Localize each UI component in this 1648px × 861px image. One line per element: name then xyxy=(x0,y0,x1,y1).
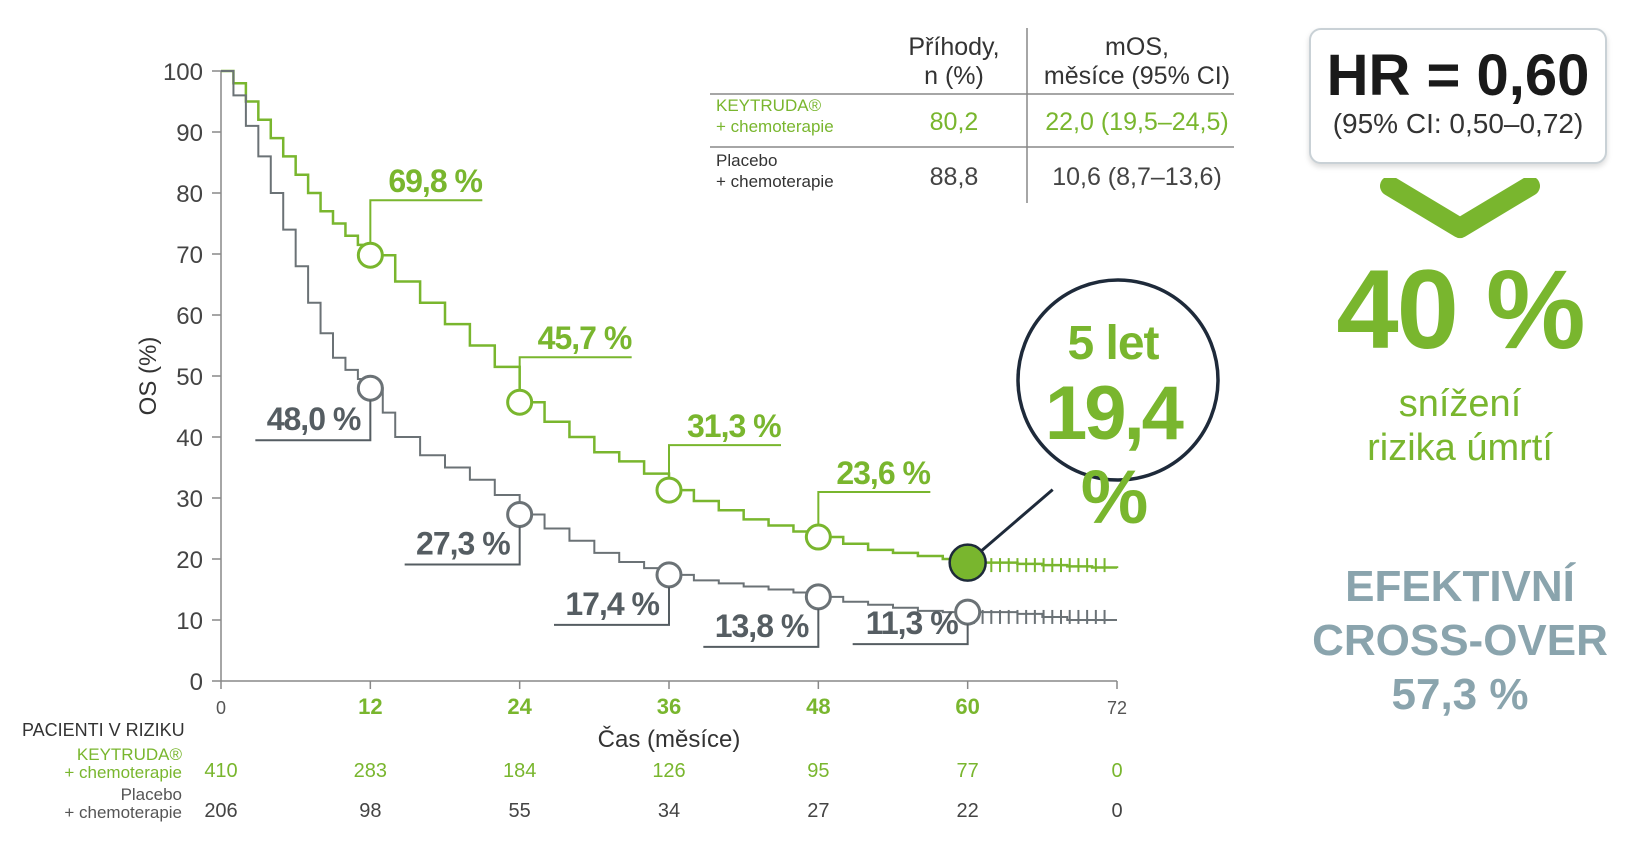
five-year-value: 19,4 % xyxy=(1045,371,1184,540)
events-row-name-2: + chemoterapie xyxy=(716,117,834,136)
risk-value: 95 xyxy=(807,760,829,782)
placebo-landmark-label: 11,3 % xyxy=(866,605,958,641)
risk-value: 126 xyxy=(652,760,685,782)
risk-value: 410 xyxy=(204,760,237,782)
placebo-landmark-marker xyxy=(954,598,982,626)
keytruda-landmark-label: 69,8 % xyxy=(388,163,482,199)
keytruda-landmark-label: 31,3 % xyxy=(687,408,781,444)
events-value: 88,8 xyxy=(930,163,979,191)
risk-reduction-value: 40 % xyxy=(1336,247,1585,372)
keytruda-landmark-marker xyxy=(655,476,683,504)
events-col-header-2: n (%) xyxy=(924,62,984,90)
hazard-ratio-value: HR = 0,60 xyxy=(1326,43,1590,108)
placebo-landmark-marker xyxy=(506,500,534,528)
placebo-landmark-leader xyxy=(703,608,820,648)
risk-reduction-label: snížení rizika úmrtí xyxy=(1300,382,1620,470)
risk-reduction-line2: rizika úmrtí xyxy=(1367,427,1553,469)
placebo-curve xyxy=(221,70,1117,621)
keytruda-landmark-leader xyxy=(817,491,931,526)
events-row-name: Placebo xyxy=(716,151,777,170)
five-year-circle xyxy=(1016,278,1220,482)
mos-col-header-2: měsíce (95% CI) xyxy=(1044,62,1230,90)
risk-value: 22 xyxy=(957,800,979,822)
y-tick-label: 0 xyxy=(190,669,203,696)
risk-value: 98 xyxy=(359,800,381,822)
placebo-landmark-leader xyxy=(554,586,670,626)
y-tick-label: 30 xyxy=(176,486,203,513)
placebo-landmark-marker xyxy=(655,561,683,589)
risk-value: 206 xyxy=(204,800,237,822)
y-tick-label: 90 xyxy=(176,120,203,147)
y-tick-label: 60 xyxy=(176,303,203,330)
risk-value: 0 xyxy=(1111,760,1122,782)
landmark-marker-filled xyxy=(948,543,987,582)
risk-row-name-2: + chemoterapie xyxy=(64,803,182,822)
risk-row-name: KEYTRUDA® xyxy=(77,745,183,764)
x-tick-label: 12 xyxy=(358,694,382,719)
y-tick-label: 80 xyxy=(176,181,203,208)
placebo-landmark-label: 48,0 % xyxy=(267,401,361,437)
crossover-line2: CROSS-OVER xyxy=(1312,616,1608,665)
hazard-ratio-ci: (95% CI: 0,50–0,72) xyxy=(1332,108,1584,139)
placebo-landmark-label: 13,8 % xyxy=(715,608,809,644)
x-tick-label: 36 xyxy=(657,694,681,719)
placebo-landmark-marker xyxy=(356,374,384,402)
y-tick-label: 70 xyxy=(176,242,203,269)
crossover-value: 57,3 % xyxy=(1391,670,1529,719)
keytruda-landmark-label: 23,6 % xyxy=(836,455,930,491)
x-tick-label: 48 xyxy=(806,694,830,719)
keytruda-landmark-label: 45,7 % xyxy=(538,320,632,356)
placebo-landmark-leader xyxy=(852,624,969,646)
risk-row-name-2: + chemoterapie xyxy=(64,763,182,782)
events-row-name: KEYTRUDA® xyxy=(716,96,822,115)
risk-value: 77 xyxy=(957,760,979,782)
risk-value: 283 xyxy=(354,760,387,782)
keytruda-landmark-marker xyxy=(356,241,384,269)
x-tick-label: 24 xyxy=(507,694,532,719)
risk-table-title: PACIENTI V RIZIKU xyxy=(22,720,185,740)
risk-value: 34 xyxy=(658,800,680,822)
x-tick-label: 60 xyxy=(955,694,979,719)
y-axis-label: OS (%) xyxy=(135,337,162,416)
events-col-header: Příhody, xyxy=(908,33,999,61)
keytruda-curve xyxy=(221,69,1119,569)
y-tick-label: 100 xyxy=(163,59,203,86)
y-tick-label: 20 xyxy=(176,547,203,574)
risk-reduction-line1: snížení xyxy=(1398,383,1522,425)
mos-col-header: mOS, xyxy=(1105,33,1169,61)
x-tick-label: 0 xyxy=(216,698,226,718)
keytruda-landmark-marker xyxy=(804,523,832,551)
events-value: 80,2 xyxy=(930,108,979,136)
five-year-label: 5 let xyxy=(1067,317,1159,370)
y-tick-label: 40 xyxy=(176,425,203,452)
keytruda-landmark-marker xyxy=(506,388,534,416)
placebo-landmark-leader xyxy=(404,526,521,566)
chevron-down-icon xyxy=(1380,178,1540,238)
risk-row-name: Placebo xyxy=(121,785,182,804)
risk-value: 184 xyxy=(503,760,536,782)
mos-value: 22,0 (19,5–24,5) xyxy=(1045,108,1228,136)
crossover-line1: EFEKTIVNÍ xyxy=(1345,562,1575,611)
placebo-landmark-leader xyxy=(255,400,372,442)
placebo-landmark-label: 17,4 % xyxy=(565,586,659,622)
y-tick-label: 10 xyxy=(176,608,203,635)
placebo-landmark-label: 27,3 % xyxy=(416,525,510,561)
risk-value: 27 xyxy=(807,800,829,822)
risk-value: 55 xyxy=(509,800,531,822)
events-row-name-2: + chemoterapie xyxy=(716,172,834,191)
x-tick-label: 72 xyxy=(1107,698,1127,718)
crossover-block: EFEKTIVNÍ CROSS-OVER 57,3 % xyxy=(1280,560,1640,722)
keytruda-landmark-leader xyxy=(668,444,781,479)
placebo-landmark-marker xyxy=(804,583,832,611)
keytruda-landmark-leader xyxy=(369,199,483,244)
risk-value: 0 xyxy=(1111,800,1122,822)
mos-value: 10,6 (8,7–13,6) xyxy=(1052,163,1222,191)
y-tick-label: 50 xyxy=(176,364,203,391)
hazard-ratio-box: HR = 0,60 (95% CI: 0,50–0,72) xyxy=(1309,28,1607,164)
keytruda-landmark-leader xyxy=(518,356,632,391)
five-year-callout: 5 let 19,4 % xyxy=(1008,316,1218,540)
x-axis-label: Čas (měsíce) xyxy=(598,725,741,753)
